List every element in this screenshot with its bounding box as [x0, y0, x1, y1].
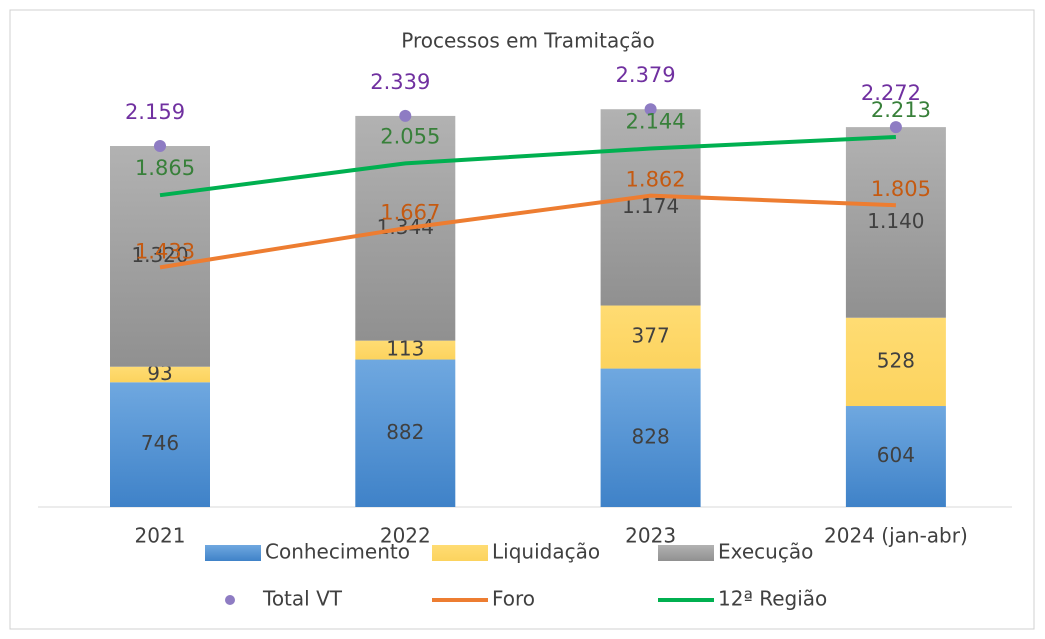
bar-segment [600, 109, 701, 306]
legend-item: Execução [658, 540, 813, 564]
data-label: 2.339 [370, 70, 430, 94]
x-tick-label: 2023 [625, 524, 676, 548]
legend-swatch [205, 545, 261, 561]
data-label: 1.862 [626, 168, 686, 192]
bar-segment [845, 127, 946, 318]
x-tick-label: 2021 [135, 524, 186, 548]
data-label: 2.379 [616, 63, 676, 87]
bar-segment [845, 406, 946, 507]
data-label: 1.667 [380, 200, 440, 224]
x-tick-label: 2022 [380, 524, 431, 548]
bar-segment [110, 382, 210, 507]
legend-label: Conhecimento [265, 540, 410, 564]
line-series [159, 134, 896, 198]
bar-segment [110, 146, 210, 367]
data-label: 2.055 [380, 124, 440, 148]
data-label: 1.805 [871, 177, 931, 201]
legend-item: Liquidação [432, 540, 600, 564]
chart-title: Processos em Tramitação [401, 29, 654, 53]
data-label: 882 [386, 420, 424, 444]
bar-segment [355, 359, 456, 507]
line-series [159, 193, 896, 270]
data-label: 2.159 [125, 100, 185, 124]
legend-label: Execução [718, 540, 813, 564]
data-label: 604 [877, 443, 915, 467]
legend-swatch [658, 545, 714, 561]
dot [889, 121, 902, 134]
x-tick-label: 2024 (jan-abr) [824, 524, 968, 548]
bar-segment [845, 317, 946, 407]
legend-label: Foro [492, 587, 535, 611]
legend-item: Total VT [225, 587, 343, 611]
data-label: 1.140 [867, 209, 924, 233]
dot [154, 140, 166, 153]
data-label: 1.433 [135, 239, 195, 263]
legend-swatch [225, 595, 235, 605]
legend-item: Foro [432, 587, 535, 611]
data-label: 746 [141, 431, 179, 455]
legend-item: 12ª Região [658, 587, 827, 611]
legend-label: Total VT [262, 587, 343, 611]
data-label: 828 [632, 424, 670, 448]
legend-swatch [432, 545, 488, 561]
bar-segment [600, 368, 701, 507]
data-label: 1.865 [135, 156, 195, 180]
bar-segment [110, 366, 210, 383]
data-label: 2.213 [871, 98, 931, 122]
data-label: 377 [632, 324, 670, 348]
legend-label: Liquidação [492, 540, 600, 564]
data-label: 2.272 [861, 81, 921, 105]
data-label: 528 [877, 348, 915, 372]
bar-segment [600, 305, 701, 369]
legend-item: Conhecimento [205, 540, 410, 564]
data-label: 2.144 [626, 110, 686, 134]
bar-segment [355, 340, 456, 360]
dot [399, 109, 412, 122]
legend-label: 12ª Região [718, 587, 827, 611]
dot [644, 103, 657, 116]
